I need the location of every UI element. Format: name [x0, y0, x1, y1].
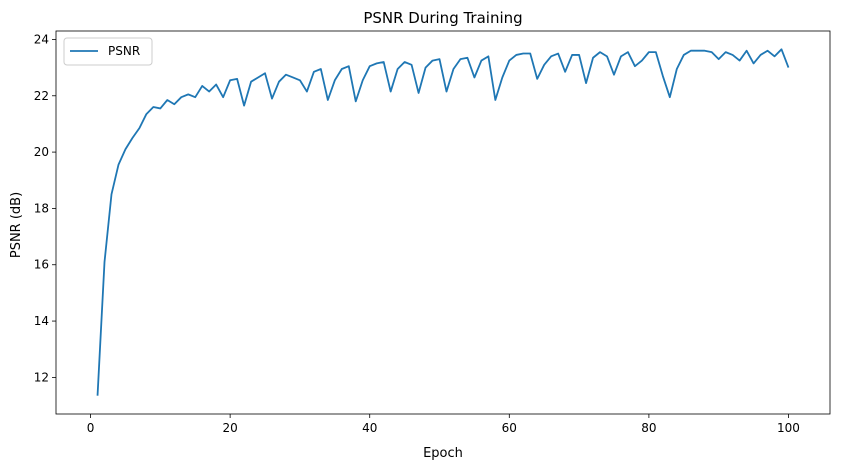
x-tick-label-20: 20	[222, 421, 237, 435]
y-tick-label-12: 12	[34, 370, 49, 384]
x-tick-label-0: 0	[87, 421, 95, 435]
x-axis-label: Epoch	[423, 446, 463, 461]
y-tick-label-24: 24	[34, 32, 49, 46]
plot-frame	[55, 30, 831, 415]
y-tick-label-18: 18	[34, 201, 49, 215]
y-tick-label-20: 20	[34, 145, 49, 159]
chart-title: PSNR During Training	[363, 9, 522, 27]
y-tick-label-14: 14	[34, 314, 49, 328]
y-tick-label-16: 16	[34, 258, 49, 272]
legend-box	[63, 37, 153, 66]
legend: PSNR	[63, 37, 153, 66]
ticks-layer: 0 20 40 60 80 100 12 14 16 18 20 22 24	[34, 32, 800, 435]
y-axis-label: PSNR (dB)	[9, 192, 24, 258]
y-tick-label-22: 22	[34, 89, 49, 103]
x-tick-label-80: 80	[641, 421, 656, 435]
series-layer	[96, 48, 790, 396]
x-tick-label-100: 100	[777, 421, 800, 435]
x-tick-label-60: 60	[502, 421, 517, 435]
x-tick-label-40: 40	[362, 421, 377, 435]
series-line-psnr	[96, 48, 790, 396]
legend-label-psnr: PSNR	[108, 44, 140, 58]
